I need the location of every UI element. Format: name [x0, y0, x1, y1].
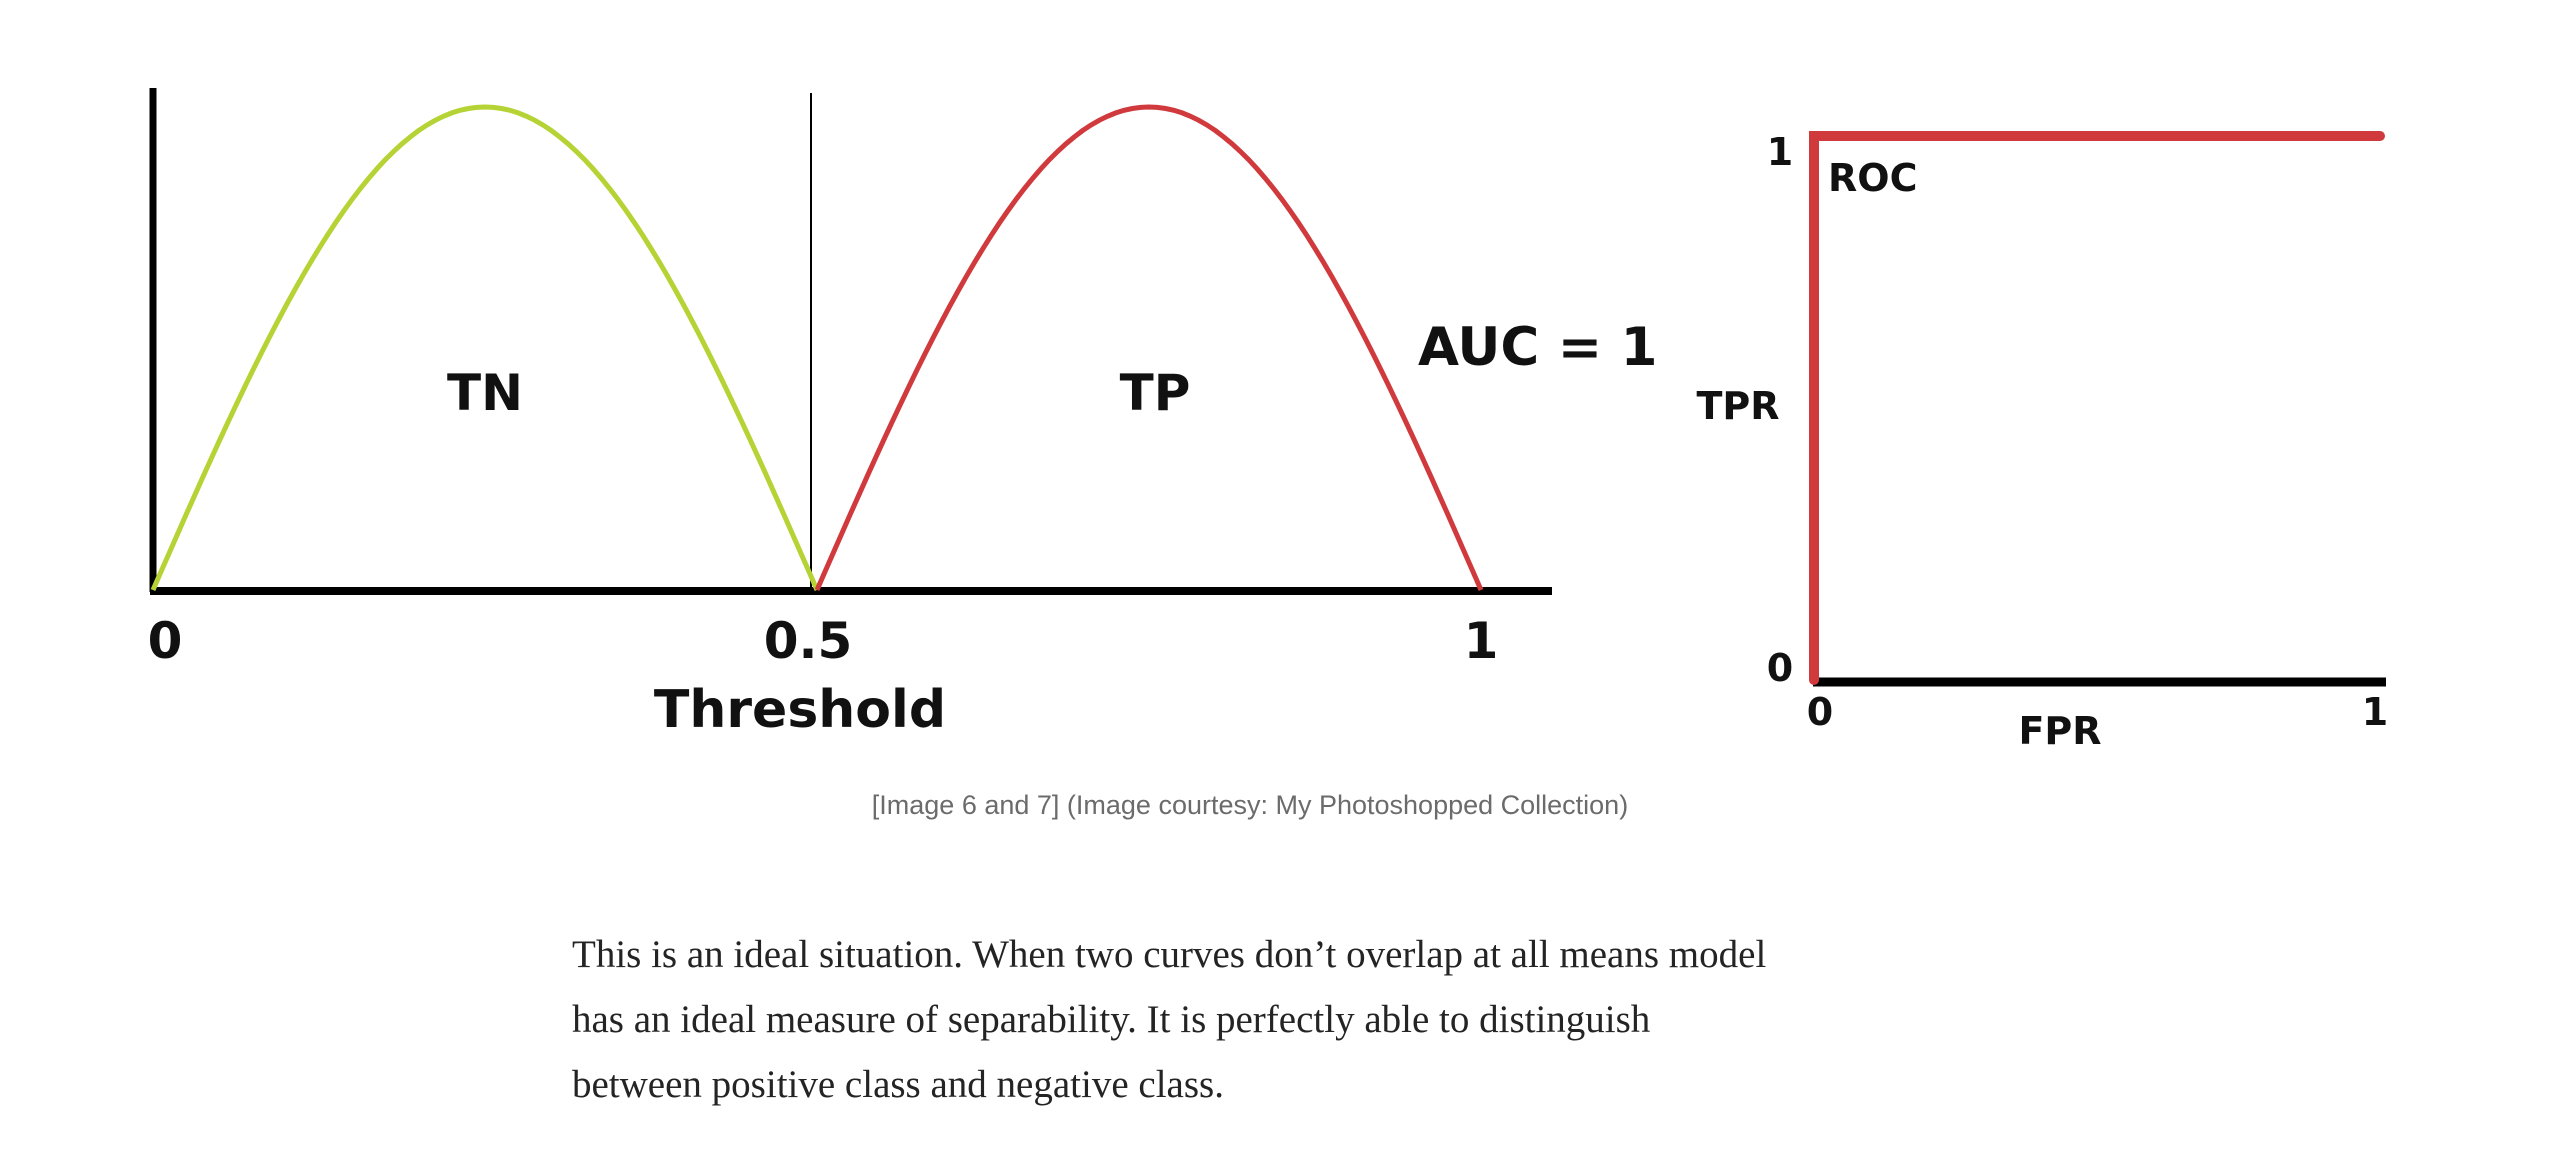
- tp-label: TP: [1120, 364, 1191, 422]
- figure-caption: [Image 6 and 7] (Image courtesy: My Phot…: [871, 790, 1629, 820]
- auc-label: AUC = 1: [1418, 317, 1658, 378]
- roc-y-tick-1: 1: [1767, 130, 1793, 174]
- roc-chart: ROC TPR FPR 1 0 0 1: [1696, 130, 2388, 753]
- x-axis-label: Threshold: [654, 680, 946, 740]
- x-tick-0: 0: [148, 612, 183, 670]
- tn-label: TN: [447, 364, 523, 422]
- roc-curve: [1809, 131, 2385, 685]
- paragraph-line: between positive class and negative clas…: [572, 1063, 1224, 1106]
- figure-image: TN TP AUC = 1 0 0.5 1 Threshold ROC TPR …: [148, 88, 2388, 753]
- tp-curve: [814, 104, 1484, 592]
- roc-x-tick-0: 0: [1807, 690, 1833, 734]
- tn-curve: [150, 104, 820, 592]
- x-tick-1: 1: [1464, 612, 1499, 670]
- article-paragraph: This is an ideal situation. When two cur…: [572, 922, 1972, 1117]
- roc-x-tick-1: 1: [2362, 690, 2388, 734]
- roc-y-tick-0: 0: [1767, 646, 1793, 690]
- paragraph-line: has an ideal measure of separability. It…: [572, 998, 1651, 1041]
- distribution-chart: TN TP AUC = 1 0 0.5 1 Threshold: [148, 88, 1658, 740]
- x-tick-0.5: 0.5: [764, 612, 853, 670]
- roc-label: ROC: [1828, 156, 1917, 200]
- roc-y-label: TPR: [1696, 384, 1779, 428]
- paragraph-line: This is an ideal situation. When two cur…: [572, 933, 1767, 976]
- roc-x-label: FPR: [2018, 709, 2101, 753]
